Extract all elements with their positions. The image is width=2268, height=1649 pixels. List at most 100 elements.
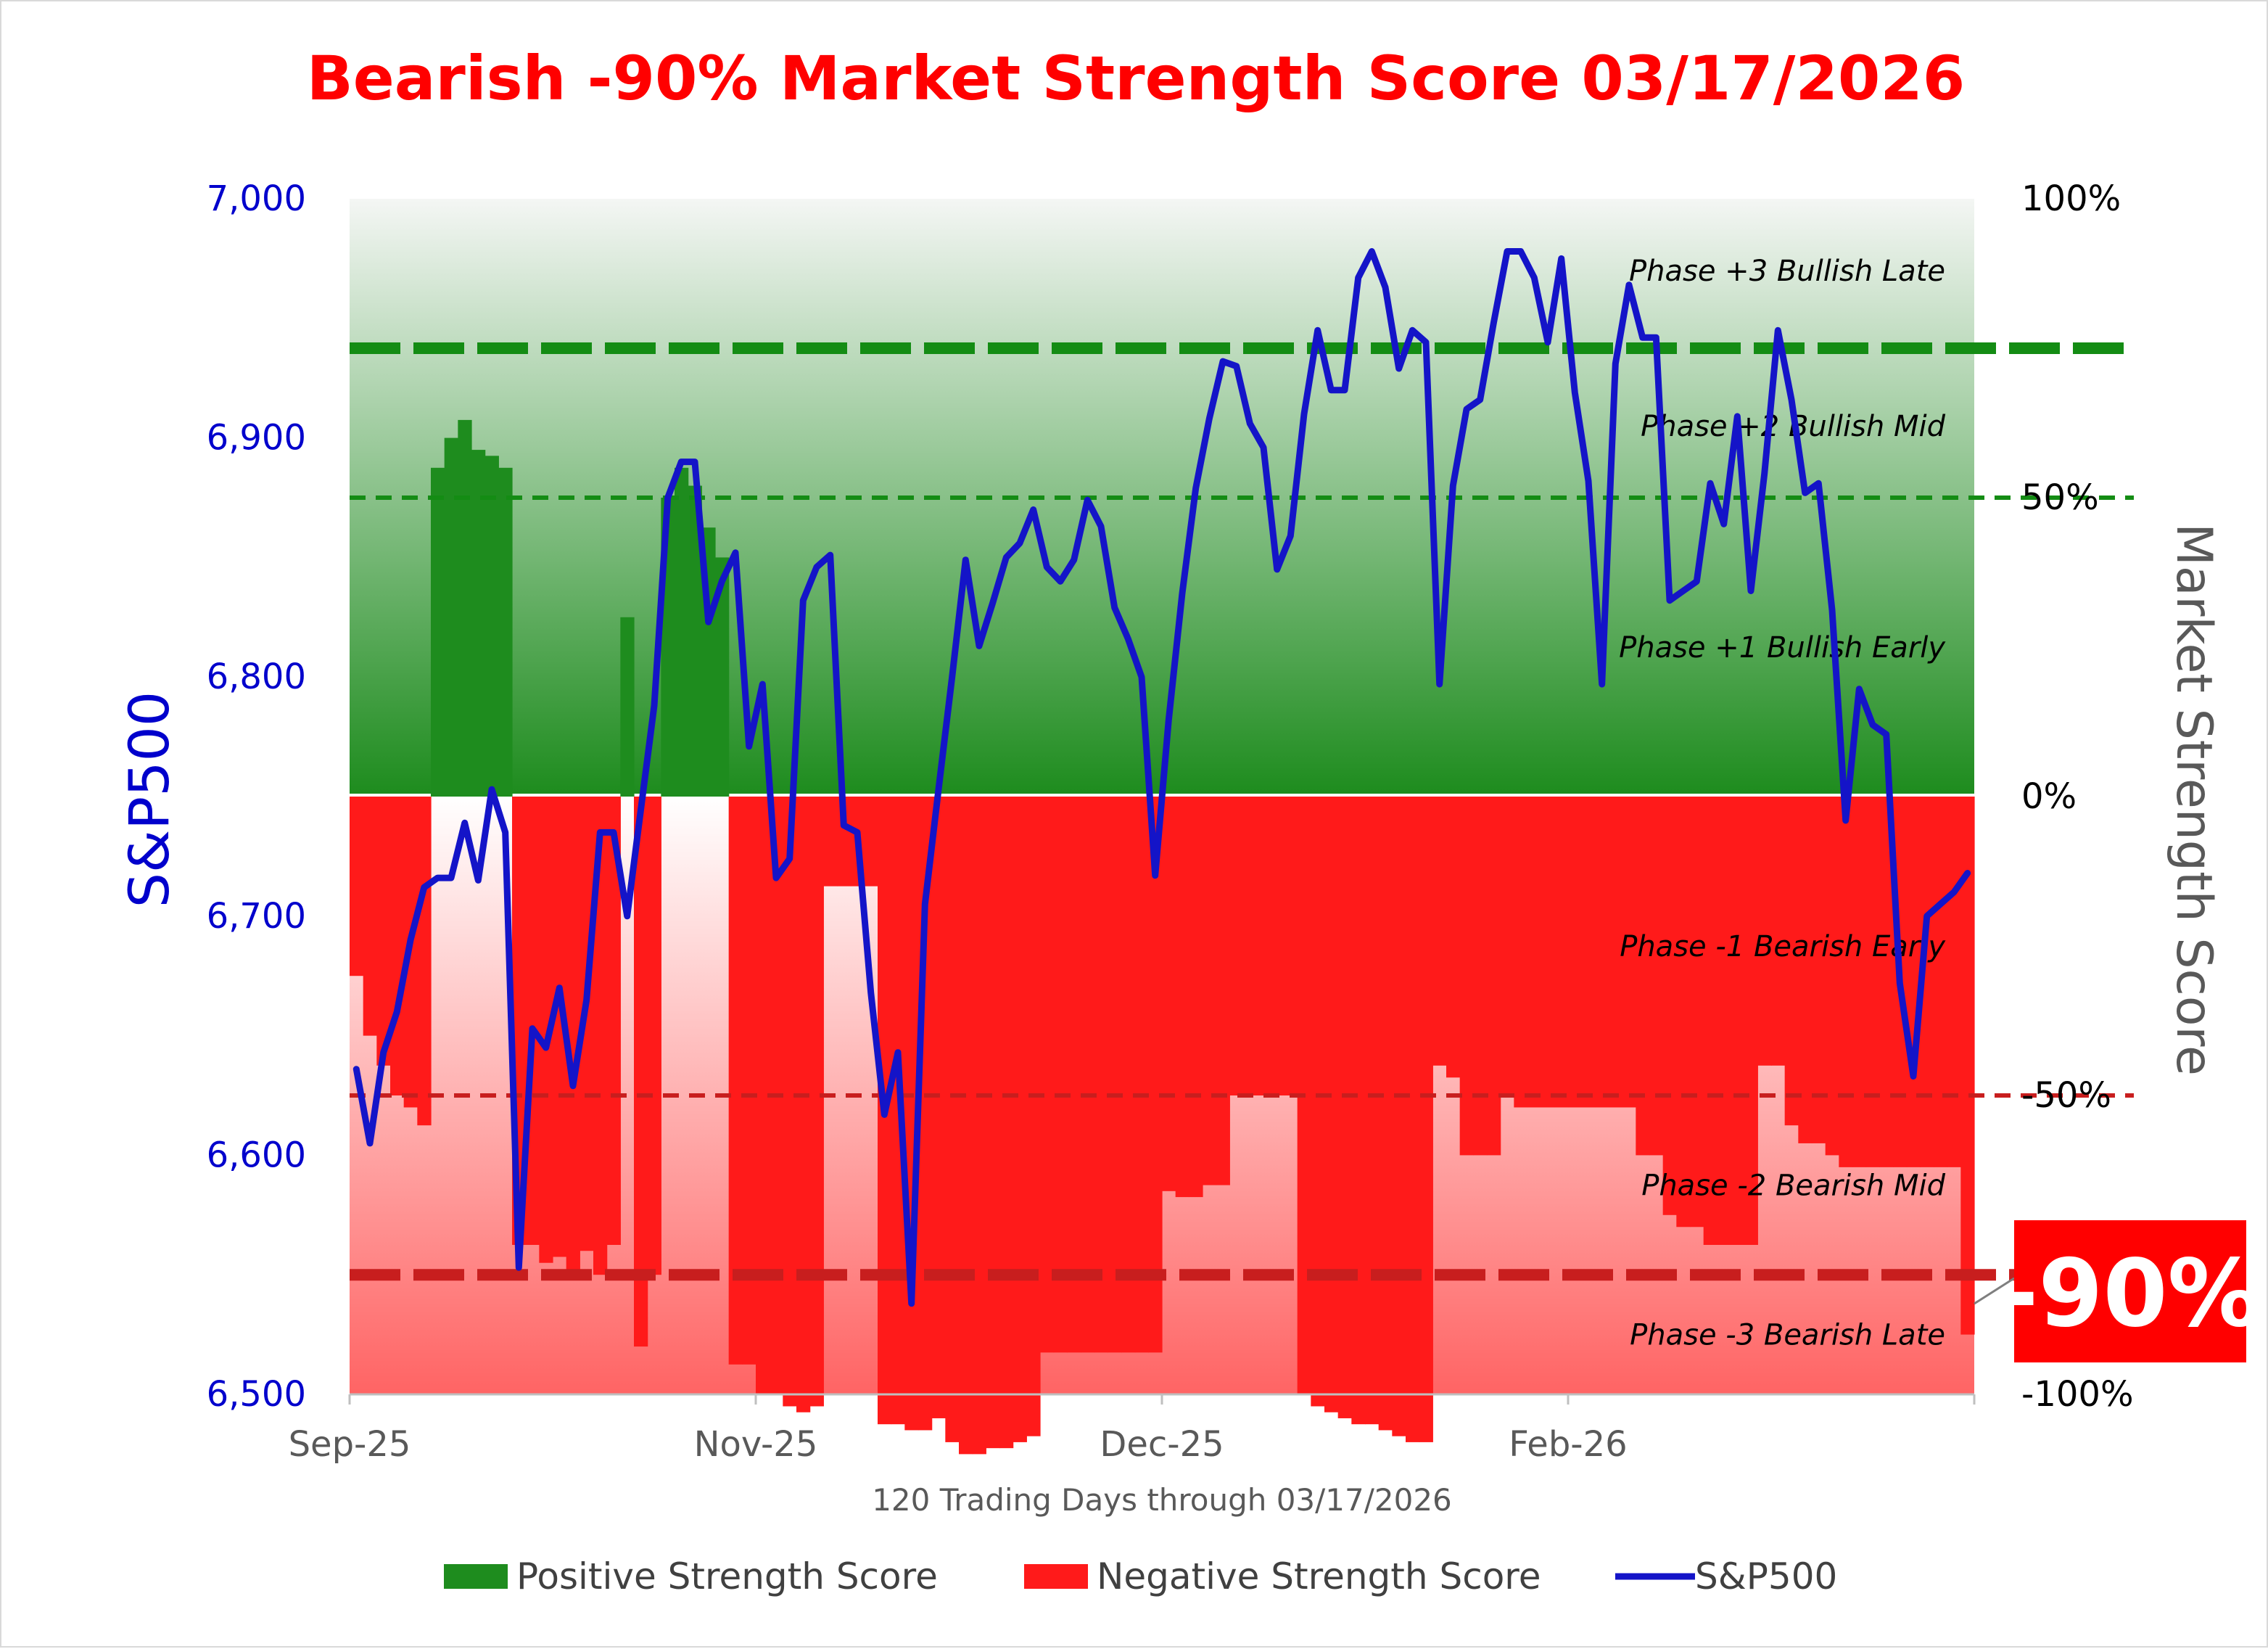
left-axis-title: S&P500 (117, 691, 181, 908)
x-tick-label: Sep-25 (289, 1424, 411, 1465)
legend-positive-label: Positive Strength Score (516, 1555, 938, 1597)
negative-bar (1568, 797, 1583, 1108)
negative-bar (1690, 797, 1704, 1228)
right-tick-label: 50% (2021, 477, 2099, 518)
left-tick-label: 6,600 (207, 1135, 306, 1175)
negative-bar (1256, 797, 1271, 1095)
phase-label: Phase -3 Bearish Late (1630, 1319, 1945, 1352)
negative-bar (742, 797, 756, 1365)
strength-bars (350, 419, 1975, 1455)
negative-bar (1757, 797, 1772, 1066)
negative-bar (1947, 797, 1961, 1167)
negative-bar (566, 797, 580, 1275)
negative-bar (1527, 797, 1542, 1108)
negative-bar (796, 797, 811, 1412)
negative-bar (1771, 797, 1786, 1066)
x-tick-label: Nov-25 (694, 1424, 818, 1465)
negative-bar (1243, 797, 1258, 1095)
right-axis-ticks: 100% 50% 0% -50% -100% (2021, 178, 2134, 1415)
sp500-line-layer (352, 248, 1971, 1307)
negative-bar (1053, 797, 1068, 1353)
negative-bar (1419, 797, 1433, 1442)
negative-bar (1067, 797, 1081, 1353)
left-tick-label: 6,800 (207, 657, 306, 697)
score-badge-box (2014, 1220, 2246, 1362)
phase-label: Phase +1 Bullish Early (1619, 631, 1946, 665)
negative-bar (1446, 797, 1461, 1078)
negative-bar (1203, 797, 1217, 1185)
positive-bar (675, 467, 689, 797)
negative-bar (1541, 797, 1555, 1108)
right-tick-label: -50% (2021, 1075, 2111, 1116)
negative-bar (1703, 797, 1718, 1245)
legend-line-label: S&P500 (1695, 1555, 1837, 1597)
positive-bar (498, 467, 513, 797)
negative-bar (959, 797, 973, 1455)
negative-bar (1175, 797, 1189, 1198)
negative-bar (525, 797, 540, 1245)
negative-bar (1229, 797, 1244, 1095)
negative-bar (1879, 797, 1894, 1167)
positive-bar (484, 456, 499, 797)
negative-bar (1351, 797, 1366, 1425)
negative-bar (417, 797, 432, 1126)
negative-bar (363, 797, 377, 1036)
negative-bar (1852, 797, 1867, 1167)
negative-bar (1311, 797, 1325, 1407)
negative-bar (1825, 797, 1839, 1156)
phase-label: Phase -2 Bearish Mid (1641, 1169, 1945, 1203)
negative-bar (1365, 797, 1380, 1425)
positive-bar (715, 557, 730, 797)
phase-label: Phase +3 Bullish Late (1629, 255, 1945, 288)
negative-bar (606, 797, 621, 1245)
chart-title: Bearish -90% Market Strength Score 03/17… (307, 43, 1966, 114)
negative-bar (1662, 797, 1677, 1215)
negative-bar (864, 797, 878, 887)
negative-bar (1609, 797, 1623, 1108)
negative-bar (1812, 797, 1826, 1143)
negative-bar (1148, 797, 1163, 1353)
legend: Positive Strength Score Negative Strengt… (444, 1555, 1837, 1597)
negative-bar (1514, 797, 1528, 1108)
right-axis-title: Market Strength Score (2165, 523, 2222, 1076)
left-tick-label: 7,000 (207, 178, 306, 219)
negative-bar (756, 797, 770, 1394)
negative-bar (1500, 797, 1514, 1095)
negative-bar (1013, 797, 1027, 1442)
negative-bar (1040, 797, 1055, 1353)
negative-bar (783, 797, 797, 1407)
negative-bar (1920, 797, 1934, 1167)
negative-bar (593, 797, 608, 1275)
positive-bar (471, 450, 486, 797)
negative-bar (634, 797, 648, 1347)
negative-bar (553, 797, 567, 1257)
negative-bar (1865, 797, 1880, 1167)
negative-bar (1406, 797, 1420, 1442)
negative-bar (1324, 797, 1339, 1412)
negative-bar (1284, 797, 1298, 1095)
negative-bar (1581, 797, 1596, 1108)
negative-bar (1934, 797, 1948, 1167)
negative-bar (1960, 797, 1975, 1335)
negative-bar (580, 797, 594, 1251)
negative-bar (1622, 797, 1636, 1108)
negative-bar (1392, 797, 1406, 1436)
negative-bar (1094, 797, 1108, 1353)
negative-bar (1554, 797, 1569, 1108)
negative-bar (376, 797, 391, 1066)
x-axis-title: 120 Trading Days through 03/17/2026 (872, 1482, 1452, 1518)
negative-bar (823, 797, 838, 887)
positive-bar (620, 617, 635, 797)
negative-bar (931, 797, 946, 1418)
left-tick-label: 6,900 (207, 418, 306, 458)
x-tick-label: Dec-25 (1100, 1424, 1224, 1465)
left-axis-ticks: 7,000 6,900 6,800 6,700 6,600 6,500 (207, 178, 306, 1415)
left-tick-label: 6,700 (207, 896, 306, 937)
positive-bar (688, 485, 702, 797)
negative-bar (1649, 797, 1664, 1156)
x-tick-label: Feb-26 (1509, 1424, 1627, 1465)
right-tick-label: 100% (2021, 178, 2121, 219)
score-badge-value: -90% (2000, 1240, 2261, 1348)
negative-bar (1731, 797, 1745, 1245)
